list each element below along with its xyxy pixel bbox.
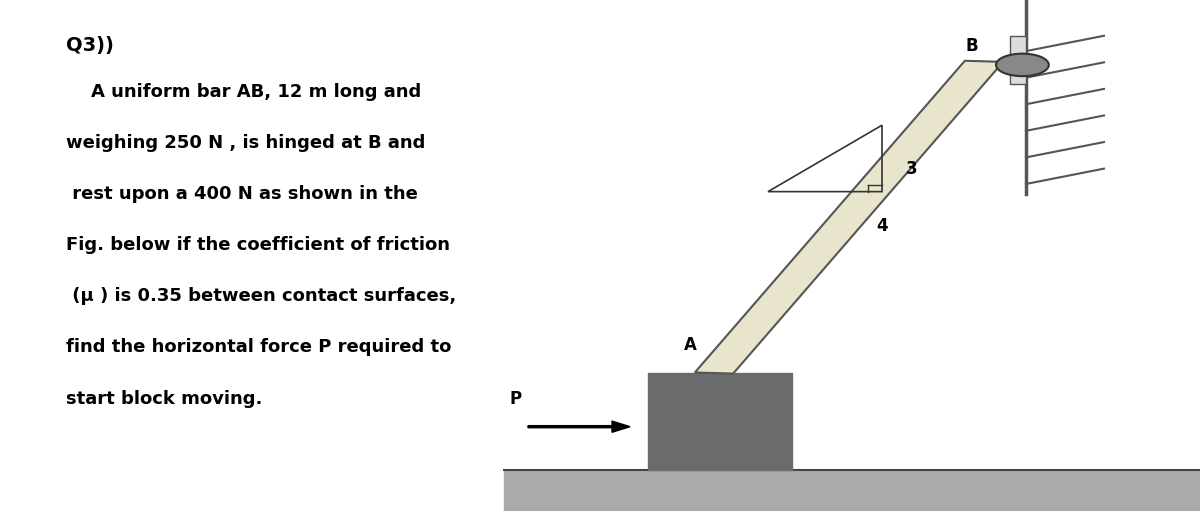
Text: start block moving.: start block moving. xyxy=(66,389,263,408)
Text: A: A xyxy=(684,336,696,354)
Bar xyxy=(504,470,1200,511)
Text: 3: 3 xyxy=(906,159,918,178)
Text: P: P xyxy=(510,389,522,408)
Bar xyxy=(648,373,792,470)
Text: find the horizontal force P required to: find the horizontal force P required to xyxy=(66,338,451,357)
Text: Fig. below if the coefficient of friction: Fig. below if the coefficient of frictio… xyxy=(66,236,450,254)
Text: A uniform bar AB, 12 m long and: A uniform bar AB, 12 m long and xyxy=(66,83,421,101)
Text: Q3)): Q3)) xyxy=(66,36,114,56)
Text: (μ ) is 0.35 between contact surfaces,: (μ ) is 0.35 between contact surfaces, xyxy=(66,287,456,306)
FancyArrow shape xyxy=(528,421,630,432)
Bar xyxy=(1010,36,1026,84)
Text: B: B xyxy=(966,37,978,55)
Polygon shape xyxy=(695,61,1003,374)
Circle shape xyxy=(996,54,1049,76)
Text: rest upon a 400 N as shown in the: rest upon a 400 N as shown in the xyxy=(66,185,418,203)
Text: 4: 4 xyxy=(876,217,888,235)
Text: weighing 250 N , is hinged at B and: weighing 250 N , is hinged at B and xyxy=(66,134,425,152)
